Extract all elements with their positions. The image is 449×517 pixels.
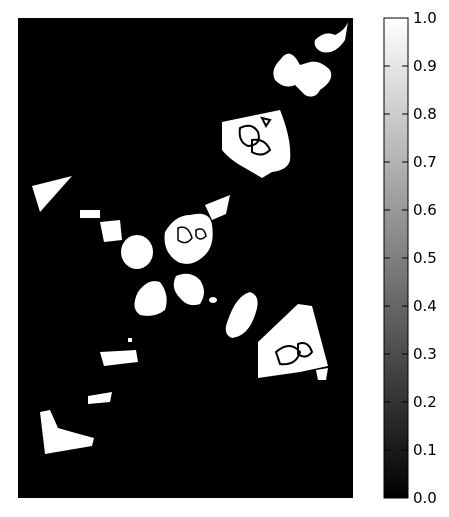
mask-blob (316, 368, 328, 380)
mask-blob (121, 235, 153, 269)
mask-cavities (274, 342, 314, 366)
mask-blob (100, 350, 138, 366)
mask-blob (80, 210, 100, 218)
mask-cavities (177, 226, 207, 244)
mask-cavity (297, 342, 314, 358)
mask-blob (225, 292, 258, 338)
mask-blob (128, 338, 132, 342)
colorbar: 0.0 0.1 0.2 0.3 0.4 0.5 0.6 0.7 0.8 0.9 1.0 (383, 9, 437, 507)
mask-cavities (238, 116, 272, 156)
mask-blob (314, 22, 348, 53)
mask-cavity (274, 345, 302, 366)
mask-blobs (32, 22, 348, 454)
colorbar-tick-label: 0.6 (413, 201, 437, 219)
mask-cavity (177, 226, 193, 244)
mask-blob (134, 281, 167, 316)
mask-cavity (238, 124, 260, 148)
colorbar-tick-label: 1.0 (413, 9, 437, 27)
mask-blob (173, 273, 204, 306)
colorbar-tick-label: 0.0 (413, 489, 437, 507)
colorbar-tick-label: 0.4 (413, 297, 437, 315)
mask-blob (164, 213, 213, 264)
colorbar-tick-label: 0.5 (413, 249, 437, 267)
mask-blob (209, 297, 217, 303)
colorbar-tick-label: 0.1 (413, 441, 437, 459)
colorbar-tick-label: 0.8 (413, 105, 437, 123)
mask-cavity (251, 138, 272, 156)
mask-cavity (260, 116, 272, 128)
colorbar-tick-label: 0.9 (413, 57, 437, 75)
mask-blob (32, 176, 72, 212)
mask-image (18, 18, 353, 498)
colorbar-tick-label: 0.7 (413, 153, 437, 171)
mask-blob (40, 410, 94, 454)
mask-blob (88, 392, 112, 404)
mask-cavity (195, 228, 207, 240)
mask-blob (205, 195, 230, 220)
colorbar-ticks: 0.0 0.1 0.2 0.3 0.4 0.5 0.6 0.7 0.8 0.9 1.0 (384, 9, 437, 507)
mask-blob (258, 304, 328, 378)
colorbar-tick-label: 0.3 (413, 345, 437, 363)
mask-blob (100, 220, 122, 242)
mask-blob (273, 53, 332, 97)
colorbar-tick-label: 0.2 (413, 393, 437, 411)
